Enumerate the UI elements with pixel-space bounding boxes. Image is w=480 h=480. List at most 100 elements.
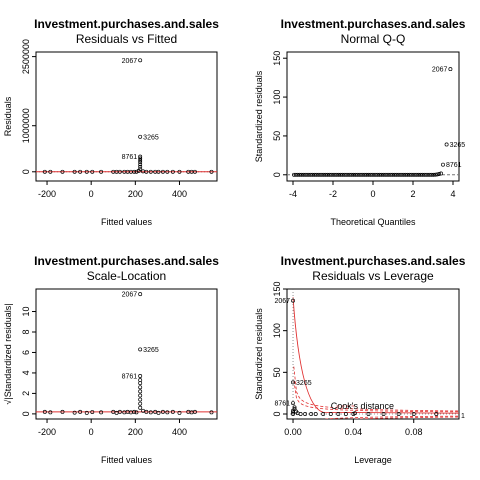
data-point bbox=[60, 409, 65, 414]
data-point bbox=[433, 172, 438, 177]
x-tick-label: 400 bbox=[172, 189, 187, 199]
data-point bbox=[328, 412, 333, 416]
data-point bbox=[132, 169, 137, 174]
y-tick-label: 150 bbox=[272, 51, 282, 66]
data-point bbox=[427, 172, 432, 177]
data-point bbox=[313, 412, 318, 416]
data-point bbox=[293, 172, 298, 177]
data-point bbox=[343, 412, 348, 416]
data-point bbox=[373, 172, 378, 177]
data-point bbox=[165, 169, 170, 174]
cooks-level-label: 1 bbox=[461, 413, 465, 420]
data-point bbox=[426, 172, 430, 177]
panel-title: Investment.purchases.and.sales bbox=[281, 17, 466, 31]
data-point bbox=[138, 160, 143, 165]
data-point bbox=[319, 172, 324, 177]
data-point bbox=[84, 410, 89, 415]
data-point bbox=[156, 169, 161, 174]
data-point bbox=[134, 169, 139, 174]
data-point bbox=[332, 172, 337, 177]
data-point bbox=[209, 169, 214, 174]
x-tick-label: 200 bbox=[128, 427, 143, 437]
y-tick-label: 4 bbox=[21, 370, 31, 375]
point-label: 2067 bbox=[432, 67, 448, 74]
data-point bbox=[331, 172, 336, 177]
x-tick-label: 2 bbox=[410, 189, 415, 199]
plot-frame bbox=[35, 51, 218, 182]
data-point bbox=[342, 172, 347, 177]
data-point bbox=[340, 172, 345, 177]
data-point bbox=[117, 409, 122, 414]
panel-subtitle: Residuals vs Fitted bbox=[76, 32, 177, 46]
data-point bbox=[424, 172, 429, 177]
data-point bbox=[138, 154, 143, 159]
data-point bbox=[189, 410, 194, 415]
data-point bbox=[353, 172, 358, 177]
x-tick-label: -2 bbox=[329, 189, 337, 199]
panel-subtitle: Scale-Location bbox=[87, 269, 166, 283]
data-point bbox=[144, 169, 149, 174]
point-label: 3265 bbox=[143, 347, 159, 354]
data-point bbox=[114, 410, 119, 415]
data-point bbox=[148, 410, 153, 415]
data-point bbox=[347, 172, 352, 177]
data-point bbox=[134, 410, 139, 415]
point-label: 3265 bbox=[143, 134, 159, 141]
panel-title: Investment.purchases.and.sales bbox=[34, 254, 219, 268]
data-point bbox=[128, 410, 133, 415]
data-point bbox=[72, 169, 77, 174]
data-point bbox=[138, 405, 143, 410]
x-tick-label: 0 bbox=[89, 427, 94, 437]
data-point bbox=[401, 172, 406, 177]
data-point bbox=[72, 410, 77, 415]
data-point bbox=[352, 411, 357, 416]
data-point bbox=[303, 172, 308, 177]
plot-frame bbox=[35, 288, 218, 420]
data-point bbox=[370, 172, 375, 177]
plot-frame bbox=[286, 288, 460, 420]
data-point bbox=[349, 172, 354, 177]
data-point bbox=[78, 409, 83, 414]
data-point bbox=[316, 172, 321, 177]
plot-area bbox=[287, 67, 459, 177]
data-point bbox=[141, 408, 146, 413]
point-label: 8761 bbox=[274, 401, 290, 408]
data-point bbox=[386, 172, 391, 177]
data-point bbox=[411, 412, 416, 416]
data-point bbox=[138, 292, 143, 297]
data-point bbox=[357, 172, 362, 177]
data-point bbox=[138, 381, 143, 386]
x-tick-label: 4 bbox=[450, 189, 455, 199]
data-point bbox=[309, 412, 314, 416]
x-axis-label: Fitted values bbox=[101, 217, 153, 227]
data-point bbox=[192, 409, 197, 414]
data-point bbox=[148, 169, 153, 174]
x-tick-label: 400 bbox=[172, 427, 187, 437]
data-point bbox=[138, 385, 143, 390]
data-point bbox=[364, 172, 369, 177]
data-point bbox=[422, 172, 427, 177]
data-point bbox=[368, 172, 373, 177]
data-point bbox=[429, 172, 434, 177]
data-point bbox=[292, 172, 296, 177]
data-point bbox=[379, 172, 384, 177]
x-axis-label: Theoretical Quantiles bbox=[330, 217, 416, 227]
plot-area bbox=[36, 292, 217, 415]
data-point bbox=[359, 172, 363, 177]
data-point bbox=[138, 58, 143, 63]
data-point bbox=[437, 172, 442, 176]
data-point bbox=[414, 172, 419, 177]
data-point bbox=[192, 169, 197, 174]
x-tick-label: -200 bbox=[38, 189, 56, 199]
y-axis-label: Standardized residuals bbox=[254, 70, 264, 162]
outlier-point bbox=[448, 67, 453, 72]
data-point bbox=[153, 409, 158, 414]
data-point bbox=[398, 172, 403, 177]
data-point bbox=[160, 409, 165, 414]
x-tick-label: -200 bbox=[38, 427, 56, 437]
data-point bbox=[84, 169, 89, 174]
data-point bbox=[170, 409, 175, 414]
data-point bbox=[138, 134, 143, 139]
y-tick-label: 100 bbox=[272, 90, 282, 105]
